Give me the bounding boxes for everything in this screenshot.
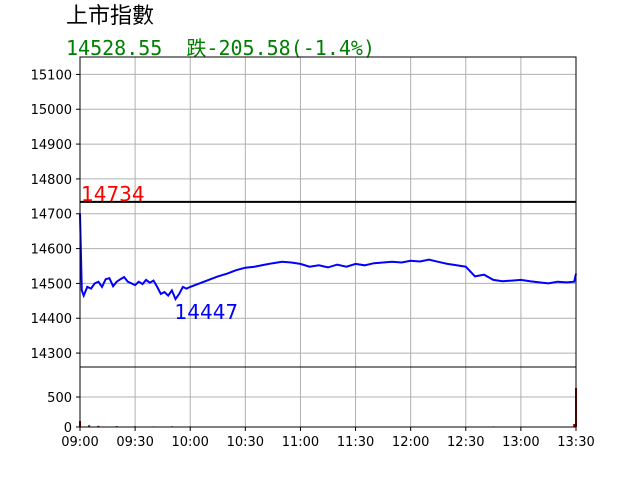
x-tick-label: 10:30 <box>227 435 264 450</box>
x-tick-label: 11:00 <box>282 435 319 450</box>
x-tick-label: 09:30 <box>116 435 153 450</box>
chart-subtitle: 14528.55 跌-205.58(-1.4%) <box>66 36 375 60</box>
y-tick-label: 15100 <box>31 68 72 83</box>
price-series-line <box>79 213 577 302</box>
price-panel-frame <box>79 56 577 368</box>
reference-label: 14734 <box>81 182 145 206</box>
x-tick-label: 10:00 <box>171 435 208 450</box>
x-tick-label: 13:30 <box>557 435 594 450</box>
axes: 09:00 09:30 10:00 10:30 11:00 11:30 12:00 12:30… <box>31 68 595 450</box>
y-tick-label: 14900 <box>31 138 72 153</box>
low-label: 14447 <box>175 300 239 324</box>
y-tick-label: 14500 <box>31 277 72 292</box>
y-tick-label: 14300 <box>31 347 72 362</box>
volume-bars <box>79 388 577 427</box>
volume-panel-frame <box>79 366 577 428</box>
y-tick-label: 14800 <box>31 173 72 188</box>
volume-tick-label: 0 <box>64 421 72 436</box>
x-tick-label: 12:00 <box>392 435 429 450</box>
grid <box>79 57 577 427</box>
x-tick-label: 09:00 <box>61 435 98 450</box>
volume-tick-label: 500 <box>47 391 72 406</box>
y-tick-label: 14400 <box>31 312 72 327</box>
x-tick-label: 11:30 <box>337 435 374 450</box>
y-tick-label: 14700 <box>31 208 72 223</box>
y-tick-label: 14600 <box>31 243 72 258</box>
x-tick-label: 13:00 <box>502 435 539 450</box>
y-tick-label: 15000 <box>31 103 72 118</box>
x-tick-label: 12:30 <box>447 435 484 450</box>
chart-title: 上市指數 <box>66 4 155 29</box>
